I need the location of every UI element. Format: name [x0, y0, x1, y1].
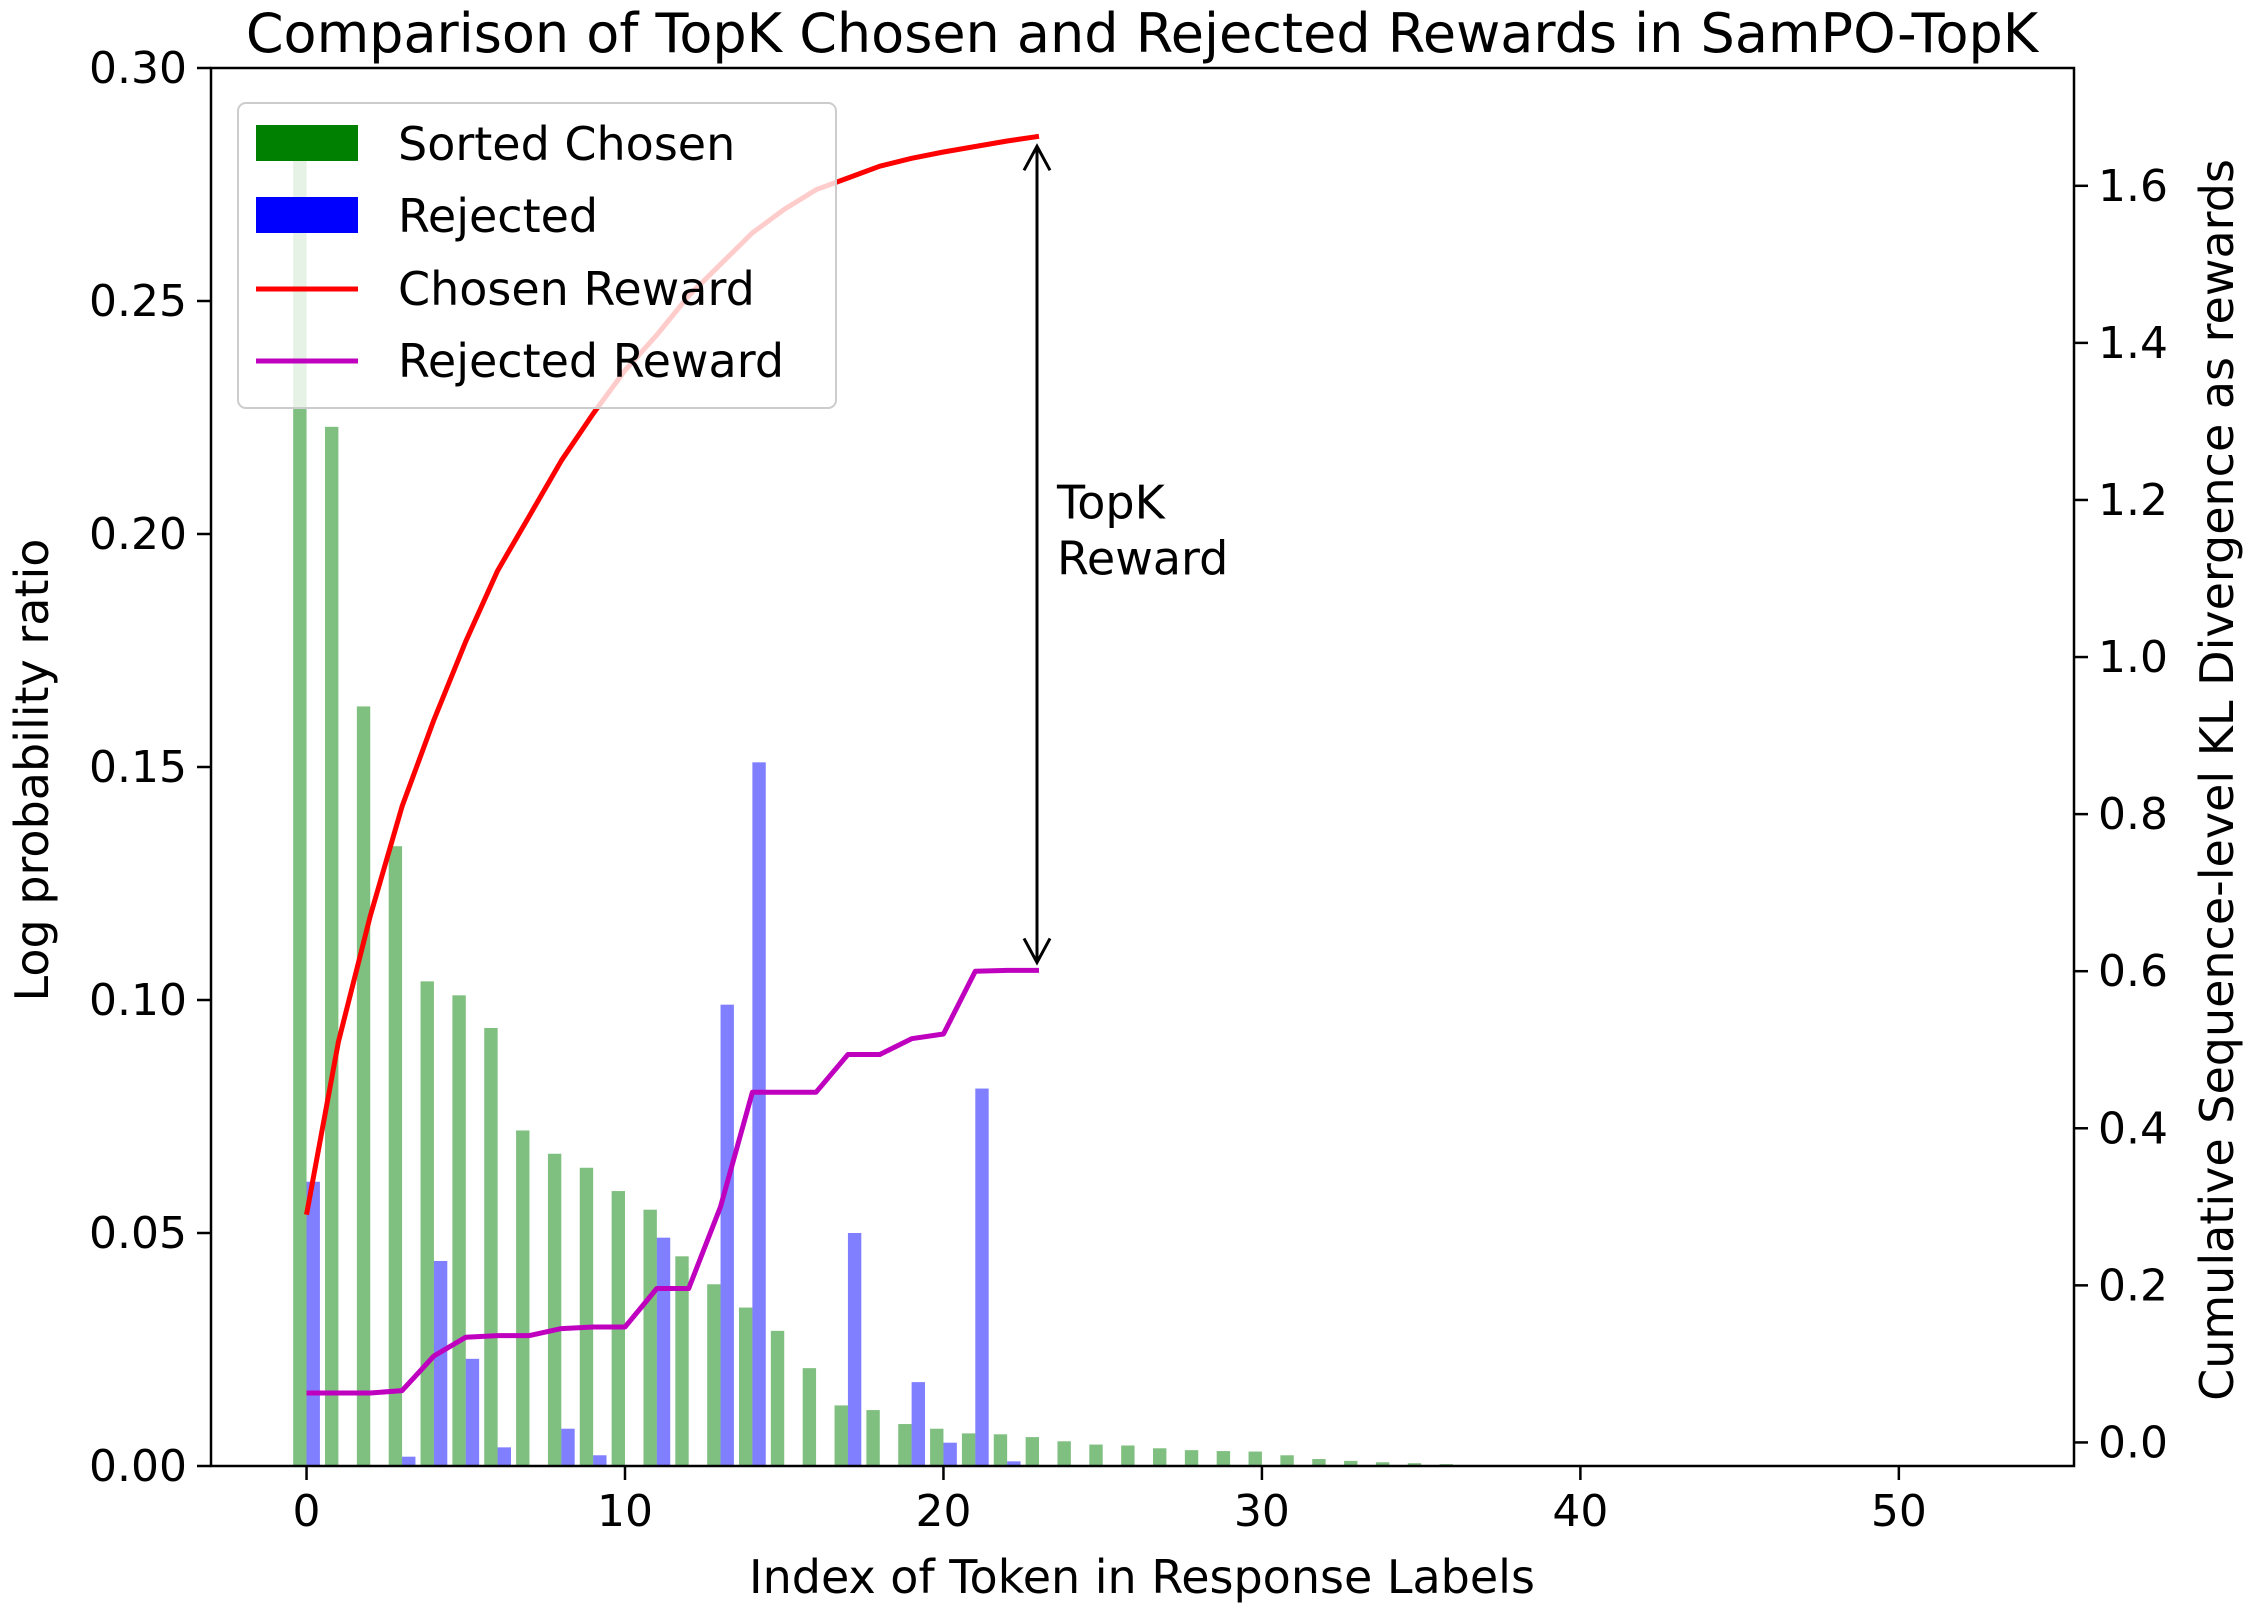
- bar-sorted-chosen-20: [930, 1428, 944, 1466]
- x-tick-label: 30: [1234, 1486, 1290, 1537]
- bar-rejected-11: [656, 1237, 671, 1466]
- x-tick-label: 20: [915, 1486, 971, 1537]
- bar-rejected-21: [975, 1088, 989, 1466]
- bar-sorted-chosen-14: [739, 1307, 753, 1466]
- bar-rejected-19: [911, 1382, 925, 1466]
- topk-reward-arrowhead-top: [1022, 143, 1052, 172]
- bar-sorted-chosen-32: [1312, 1459, 1326, 1466]
- y2-tick-label: 1.6: [2098, 161, 2168, 212]
- y-axis-ticks: 0.00 0.05 0.10 0.15 0.20 0.25 0.30: [89, 43, 211, 1492]
- legend-label-rejected: Rejected: [398, 189, 598, 243]
- topk-reward-arrowhead-bottom: [1022, 937, 1052, 966]
- bar-rejected-20: [943, 1442, 957, 1466]
- x-axis-ticks: 0 10 20 30 40 50: [293, 1466, 1927, 1537]
- bar-sorted-chosen-5: [452, 995, 466, 1466]
- bar-sorted-chosen-13: [707, 1284, 721, 1466]
- bar-sorted-chosen-27: [1153, 1448, 1167, 1466]
- y-tick-label: 0.30: [89, 43, 187, 94]
- bar-rejected-14: [752, 762, 766, 1466]
- bar-sorted-chosen-18: [866, 1410, 880, 1466]
- bar-sorted-chosen-28: [1184, 1450, 1199, 1466]
- y-axis-label: Log probability ratio: [5, 539, 59, 1002]
- topk-reward-annotation: TopK Reward: [1022, 143, 1228, 966]
- legend-label-rejected-reward: Rejected Reward: [398, 334, 784, 388]
- bar-sorted-chosen-29: [1216, 1451, 1231, 1466]
- bar-sorted-chosen-30: [1248, 1451, 1262, 1466]
- y-tick-label: 0.15: [89, 742, 187, 793]
- x-tick-label: 10: [597, 1486, 653, 1537]
- y2-axis-label: Cumulative Sequence-level KL Divergence …: [2190, 159, 2244, 1401]
- legend-label-sorted-chosen: Sorted Chosen: [398, 117, 735, 171]
- y2-tick-label: 1.2: [2098, 475, 2168, 526]
- bar-rejected-3: [402, 1456, 416, 1466]
- bar-sorted-chosen-1: [325, 426, 339, 1466]
- rejected-bars: [306, 762, 1021, 1466]
- bar-rejected-17: [847, 1233, 862, 1466]
- y-tick-label: 0.05: [89, 1208, 187, 1259]
- bar-sorted-chosen-0: [293, 128, 307, 1467]
- bar-sorted-chosen-23: [1025, 1437, 1039, 1466]
- bar-sorted-chosen-22: [993, 1434, 1008, 1466]
- bar-sorted-chosen-7: [516, 1130, 530, 1466]
- y2-tick-label: 1.0: [2098, 632, 2168, 683]
- y2-tick-label: 0.2: [2098, 1260, 2168, 1311]
- bar-rejected-5: [465, 1358, 480, 1466]
- legend-swatch-rejected: [256, 197, 358, 233]
- annotation-reward-text: Reward: [1057, 531, 1228, 585]
- x-axis-label: Index of Token in Response Labels: [749, 1550, 1535, 1604]
- chart-title: Comparison of TopK Chosen and Rejected R…: [246, 2, 2040, 65]
- bar-sorted-chosen-25: [1089, 1444, 1103, 1466]
- bar-rejected-0: [306, 1181, 320, 1466]
- y-tick-label: 0.00: [89, 1441, 187, 1492]
- y2-tick-label: 0.0: [2098, 1417, 2168, 1468]
- y2-tick-label: 0.8: [2098, 789, 2168, 840]
- bar-sorted-chosen-8: [547, 1153, 562, 1466]
- bar-sorted-chosen-26: [1121, 1445, 1135, 1466]
- bar-sorted-chosen-35: [1407, 1463, 1422, 1466]
- bar-sorted-chosen-11: [643, 1209, 657, 1466]
- bar-sorted-chosen-3: [388, 846, 403, 1466]
- bar-rejected-22: [1007, 1461, 1021, 1466]
- bar-sorted-chosen-6: [484, 1027, 498, 1466]
- bar-sorted-chosen-2: [356, 706, 371, 1466]
- x-tick-label: 0: [293, 1486, 321, 1537]
- bar-rejected-4: [433, 1260, 448, 1466]
- rejected-reward-line: [306, 967, 1039, 1396]
- sorted-chosen-bars: [293, 128, 1453, 1467]
- legend-swatch-sorted-chosen: [256, 125, 358, 161]
- bar-sorted-chosen-12: [675, 1256, 689, 1466]
- bar-rejected-9: [593, 1455, 607, 1466]
- bar-rejected-13: [720, 1004, 734, 1466]
- y2-tick-label: 0.6: [2098, 946, 2168, 997]
- bar-sorted-chosen-16: [802, 1368, 817, 1466]
- y-tick-label: 0.10: [89, 975, 187, 1026]
- bar-sorted-chosen-4: [420, 981, 434, 1466]
- y-tick-label: 0.20: [89, 509, 187, 560]
- legend-label-chosen-reward: Chosen Reward: [398, 262, 755, 316]
- x-tick-label: 50: [1871, 1486, 1927, 1537]
- y-tick-label: 0.25: [89, 276, 187, 327]
- bar-rejected-8: [561, 1428, 575, 1466]
- y2-tick-label: 0.4: [2098, 1103, 2168, 1154]
- bar-sorted-chosen-19: [898, 1424, 912, 1466]
- bar-rejected-6: [497, 1447, 511, 1466]
- y2-tick-label: 1.4: [2098, 318, 2168, 369]
- y2-axis-ticks: 0.0 0.2 0.4 0.6 0.8 1.0 1.2 1.4 1.6: [2074, 161, 2168, 1468]
- bar-sorted-chosen-31: [1280, 1455, 1294, 1466]
- bar-sorted-chosen-9: [579, 1167, 594, 1466]
- legend-box: [237, 102, 837, 409]
- bar-sorted-chosen-17: [834, 1405, 848, 1466]
- bar-sorted-chosen-34: [1375, 1462, 1390, 1466]
- legend: Sorted Chosen Rejected Chosen Reward Rej…: [237, 102, 837, 409]
- x-tick-label: 40: [1552, 1486, 1608, 1537]
- bar-sorted-chosen-24: [1057, 1441, 1071, 1466]
- bar-sorted-chosen-15: [770, 1330, 785, 1466]
- bar-sorted-chosen-33: [1344, 1460, 1358, 1466]
- bar-sorted-chosen-21: [961, 1433, 976, 1466]
- annotation-topk-text: TopK: [1056, 475, 1167, 529]
